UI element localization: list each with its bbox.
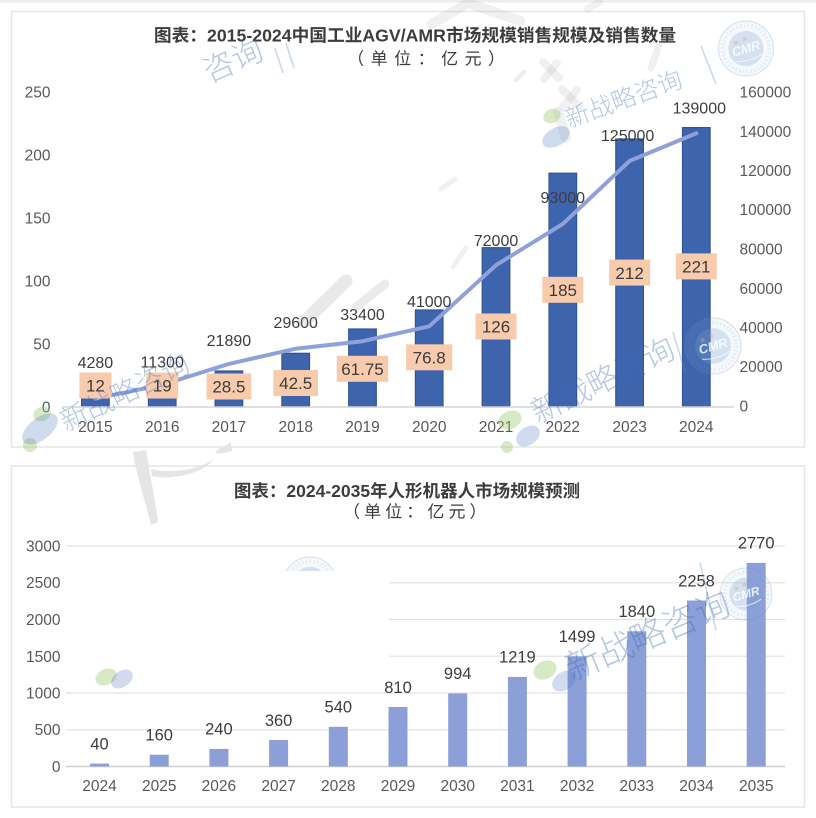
svg-text:139000: 139000 [673,101,726,118]
svg-text:12: 12 [86,377,105,396]
svg-text:212: 212 [615,264,643,283]
svg-text:240: 240 [205,721,233,739]
svg-text:185: 185 [549,281,577,300]
svg-text:500: 500 [35,722,61,739]
svg-text:250: 250 [25,85,51,102]
svg-text:76.8: 76.8 [413,349,446,368]
svg-text:2027: 2027 [261,778,295,795]
svg-text:2018: 2018 [278,419,312,436]
svg-text:20000: 20000 [740,359,783,376]
svg-text:2020: 2020 [412,419,447,436]
svg-text:100000: 100000 [740,202,792,219]
svg-text:2035: 2035 [739,778,773,795]
svg-text:2770: 2770 [738,535,775,553]
svg-text:2015: 2015 [78,419,112,436]
svg-text:1840: 1840 [618,603,655,621]
svg-text:140000: 140000 [740,124,792,141]
svg-text:2024: 2024 [82,778,117,795]
svg-text:42.5: 42.5 [279,374,312,393]
svg-text:221: 221 [682,258,710,277]
svg-text:994: 994 [444,665,472,683]
svg-text:28.5: 28.5 [212,378,245,397]
svg-text:0: 0 [42,400,51,417]
svg-text:40: 40 [90,735,108,753]
svg-text:2024-2035: 2024-2035 [286,481,370,501]
svg-text:2025: 2025 [142,778,176,795]
svg-text:2021: 2021 [479,419,513,436]
svg-text:2031: 2031 [500,778,534,795]
svg-text:2029: 2029 [381,778,415,795]
svg-text:2024: 2024 [679,419,714,436]
svg-text:93000: 93000 [541,190,586,207]
svg-text:80000: 80000 [740,242,783,259]
svg-text:160000: 160000 [740,85,792,102]
svg-text:4280: 4280 [78,355,114,372]
svg-text:120000: 120000 [740,163,792,180]
svg-text:2026: 2026 [202,778,236,795]
svg-text:2022: 2022 [546,419,580,436]
svg-text:2030: 2030 [440,778,475,795]
svg-text:1499: 1499 [559,628,596,646]
svg-text:2034: 2034 [679,778,714,795]
svg-text:0: 0 [740,399,749,416]
svg-text:2016: 2016 [145,419,179,436]
svg-text:540: 540 [325,699,353,717]
svg-text:41000: 41000 [407,294,452,311]
svg-text:33400: 33400 [340,307,385,324]
svg-text:1500: 1500 [26,649,61,666]
svg-text:2500: 2500 [26,575,61,592]
svg-text:AGV/AMR: AGV/AMR [362,26,446,46]
svg-text:2017: 2017 [212,419,246,436]
svg-text:2019: 2019 [345,419,379,436]
svg-text:2033: 2033 [620,778,654,795]
svg-text:3000: 3000 [26,539,61,556]
svg-text:2000: 2000 [26,612,61,629]
svg-text:2032: 2032 [560,778,594,795]
svg-text:60000: 60000 [740,281,783,298]
svg-text:40000: 40000 [740,320,783,337]
svg-text:0: 0 [52,759,61,776]
svg-text:126: 126 [482,318,510,337]
svg-text:21890: 21890 [207,333,252,350]
svg-text:150: 150 [25,211,51,228]
svg-text:1000: 1000 [26,686,61,703]
svg-text:29600: 29600 [273,315,318,332]
svg-text:160: 160 [145,727,173,745]
svg-text:100: 100 [25,274,51,291]
svg-text:2015-2024: 2015-2024 [207,26,292,46]
svg-text:2258: 2258 [678,572,715,590]
svg-text:72000: 72000 [474,233,519,250]
svg-text:360: 360 [265,712,293,730]
svg-text:61.75: 61.75 [341,360,384,379]
svg-text:200: 200 [25,148,51,165]
svg-text:50: 50 [33,337,51,354]
svg-text:810: 810 [384,679,412,697]
svg-text:125000: 125000 [601,128,654,145]
svg-text:1219: 1219 [499,649,536,667]
svg-text:2023: 2023 [612,419,646,436]
svg-text:2028: 2028 [321,778,355,795]
